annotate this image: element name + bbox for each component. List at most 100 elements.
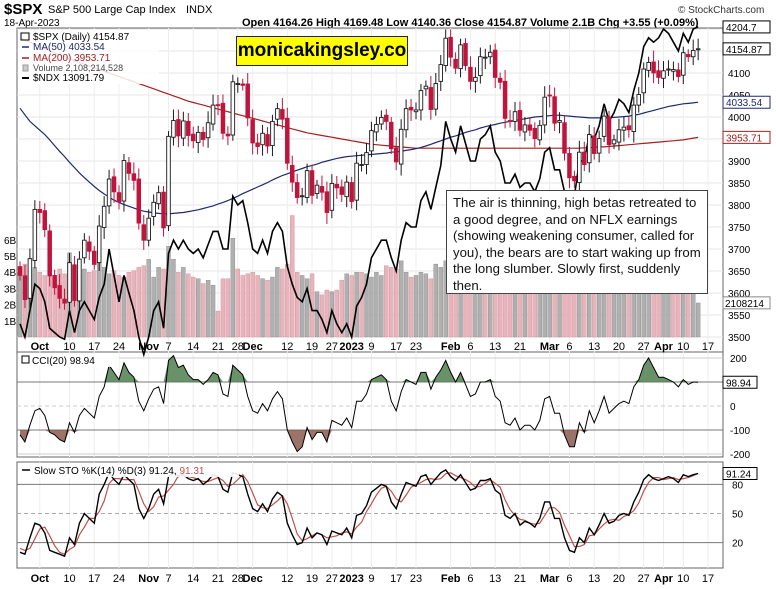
x-tick-label-bottom: Feb [441, 573, 461, 585]
candle-body [260, 132, 265, 146]
candle-body [205, 122, 211, 139]
candle-body [389, 121, 394, 150]
candle-body [512, 111, 518, 122]
price-tick-label: 3550 [728, 311, 751, 322]
x-tick-label-bottom: 27 [638, 573, 650, 585]
candle-body [285, 117, 290, 164]
candle-body [483, 56, 488, 59]
x-tick-label-bottom: 9 [368, 573, 374, 585]
candle-body [661, 70, 666, 79]
cci-tick-label: 200 [730, 354, 747, 365]
candle-body [666, 68, 671, 71]
candle-body [547, 94, 552, 97]
x-tick-label: 17 [88, 341, 100, 353]
candle-body [32, 208, 38, 261]
x-tick-label: 19 [306, 341, 318, 353]
x-tick-label-bottom: 12 [281, 573, 293, 585]
price-tick-label: 3500 [728, 333, 751, 344]
candle-body [552, 96, 557, 124]
header-date: 18-Apr-2023 [4, 18, 60, 29]
stoch-value-tag-bg [722, 466, 758, 480]
volume-bar [87, 272, 92, 338]
volume-bar [379, 275, 384, 338]
candle-body [369, 130, 374, 152]
volume-bar [220, 278, 226, 338]
legend-swatch-spx [20, 32, 30, 41]
volume-bar [369, 276, 374, 338]
x-tick-label-bottom: 17 [88, 573, 100, 585]
volume-bar [176, 272, 181, 338]
candle-body [458, 44, 463, 70]
candle-body [116, 192, 122, 203]
price-tick-label: 3900 [728, 157, 751, 168]
volume-bar [384, 265, 389, 338]
candle-body [567, 153, 572, 179]
x-tick-label-bottom: 6 [467, 573, 473, 585]
volume-bar [418, 272, 424, 338]
x-tick-label-bottom: Mar [540, 573, 560, 585]
candle-body [656, 70, 661, 78]
volume-bar [171, 259, 176, 338]
stoch-title: Slow STO %K(14) %D(3) 91.24, 91.31 [19, 464, 239, 477]
volume-bar [245, 273, 250, 338]
volume-bar [235, 268, 241, 338]
ma50-price-tag: 4033.54 [726, 98, 763, 109]
volume-bar [42, 275, 47, 338]
x-tick-label: 9 [368, 341, 374, 353]
candle-body [502, 80, 508, 119]
close-price-tag-bg [722, 42, 771, 56]
ndx-price-tag: 4204.7 [726, 23, 757, 34]
candle-body [517, 109, 523, 131]
x-tick-label: 20 [613, 341, 625, 353]
stoch-tick-label: 20 [732, 539, 744, 550]
candle-body [225, 133, 231, 137]
candle-body [344, 181, 349, 198]
candle-body [557, 120, 562, 123]
candle-body [379, 116, 384, 125]
x-tick-label: 12 [281, 341, 293, 353]
candle-body [290, 164, 295, 183]
candle-body [453, 58, 458, 69]
candle-body [393, 147, 399, 163]
candle-body [270, 120, 275, 147]
volume-bar [299, 275, 305, 338]
candle-body [468, 66, 473, 82]
candle-body [72, 264, 77, 301]
price-axis: 3500355036003650370037503800385039003950… [722, 20, 771, 344]
volume-bar [275, 267, 280, 338]
x-tick-label-bottom: 17 [390, 573, 402, 585]
candle-body [265, 134, 270, 147]
candle-body [22, 275, 28, 301]
candle-body [542, 96, 547, 126]
volume-bar [230, 237, 236, 338]
candle-body [636, 94, 642, 106]
cci-title-text: CCI(20) 98.94 [32, 356, 95, 367]
volume-bar [304, 278, 310, 338]
volume-bar [205, 280, 211, 338]
header-exchange: INDX [186, 4, 213, 16]
x-tick-label-bottom: 19 [306, 573, 318, 585]
stoch-indicator: 80 50 20 91.24 [17, 466, 758, 558]
candle-body [250, 119, 255, 144]
cci-tick-label: -100 [730, 426, 750, 437]
candle-body [478, 56, 483, 77]
candle-body [473, 76, 478, 82]
x-tick-label-bottom: 21 [212, 573, 224, 585]
candle-body [245, 83, 250, 119]
legend-spx: $SPX (Daily) 4154.87 [33, 32, 130, 43]
volume-bar [225, 278, 231, 338]
price-tick-label: 3750 [728, 223, 751, 234]
x-tick-label: 13 [489, 341, 501, 353]
ma50-price-tag-bg [722, 95, 771, 109]
candle-body [463, 43, 468, 66]
ndx-price-tag-bg [722, 20, 771, 34]
volume-bar [433, 263, 438, 338]
candle-body [156, 192, 161, 205]
volume-bar [191, 276, 196, 338]
volume-bar [186, 273, 191, 338]
x-tick-label: 28 [232, 341, 244, 353]
volume-bar [111, 270, 117, 338]
candle-body [87, 241, 92, 252]
